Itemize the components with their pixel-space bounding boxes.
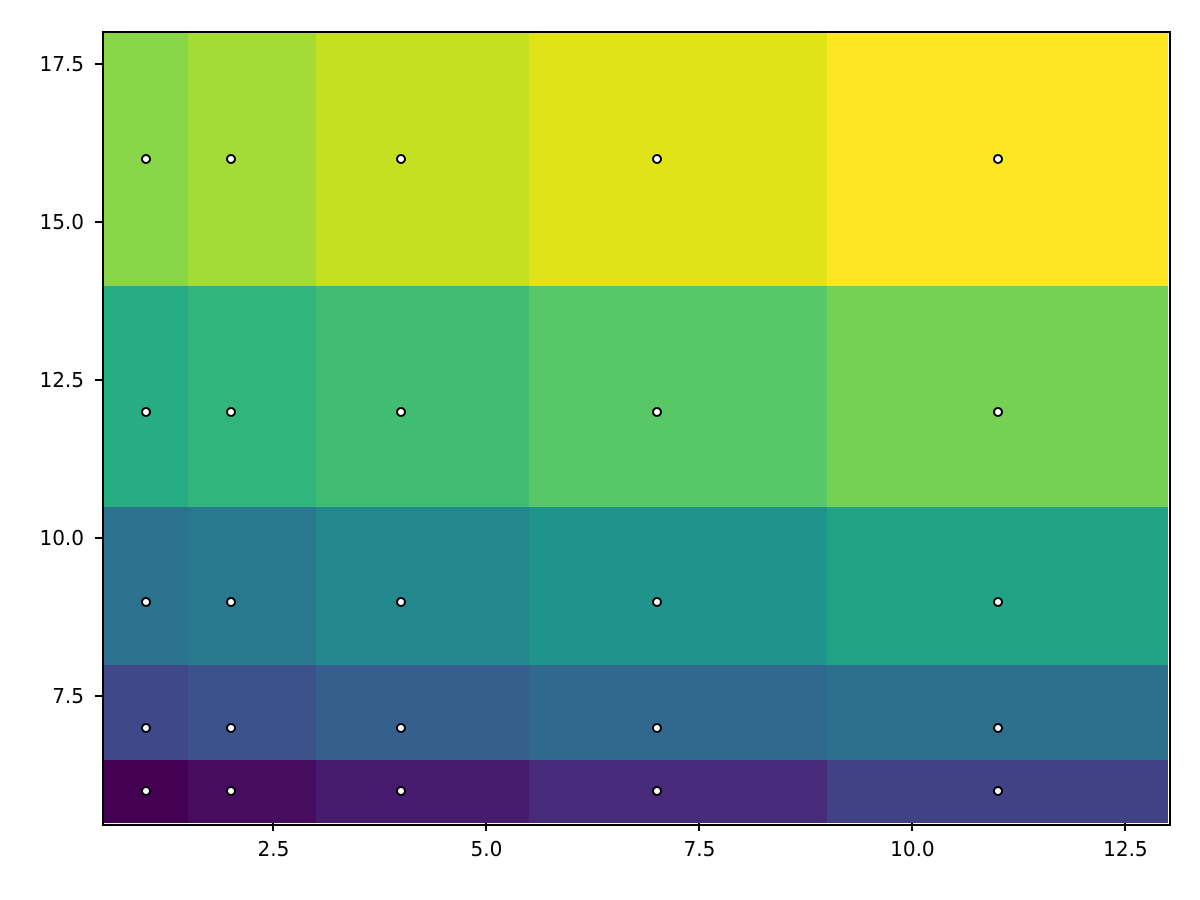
mesh-point-marker-x2-y6 bbox=[225, 786, 236, 797]
mesh-point-marker-x11-y7 bbox=[992, 723, 1003, 734]
x-tick-5.0 bbox=[485, 823, 488, 831]
heatmap-cell-x2-y6 bbox=[187, 759, 317, 824]
mesh-point-marker-x4-y7 bbox=[396, 723, 407, 734]
y-tick-label-7.5: 7.5 bbox=[52, 684, 84, 709]
heatmap-cell-x7-y6 bbox=[528, 759, 828, 824]
mesh-point-marker-x11-y6 bbox=[992, 786, 1003, 797]
mesh-point-marker-x2-y9 bbox=[225, 596, 236, 607]
y-tick-label-10.0: 10.0 bbox=[39, 526, 84, 551]
y-tick-label-15.0: 15.0 bbox=[39, 209, 84, 234]
mesh-point-marker-x1-y16 bbox=[140, 153, 151, 164]
y-tick-15.0 bbox=[95, 220, 103, 223]
mesh-point-marker-x2-y7 bbox=[225, 723, 236, 734]
y-tick-label-12.5: 12.5 bbox=[39, 368, 84, 393]
mesh-point-marker-x1-y7 bbox=[140, 723, 151, 734]
mesh-point-marker-x7-y12 bbox=[651, 406, 662, 417]
heatmap-cell-x1-y9 bbox=[102, 506, 189, 666]
mesh-point-marker-x4-y12 bbox=[396, 406, 407, 417]
mesh-point-marker-x1-y6 bbox=[140, 786, 151, 797]
x-tick-12.5 bbox=[1124, 823, 1127, 831]
mesh-point-marker-x2-y12 bbox=[225, 406, 236, 417]
heatmap-cell-x11-y7 bbox=[826, 664, 1169, 761]
mesh-point-marker-x1-y12 bbox=[140, 406, 151, 417]
mesh-point-marker-x7-y9 bbox=[651, 596, 662, 607]
mesh-point-marker-x4-y6 bbox=[396, 786, 407, 797]
mesh-point-marker-x11-y9 bbox=[992, 596, 1003, 607]
heatmap-cell-x2-y16 bbox=[187, 31, 317, 286]
heatmap-cell-x7-y16 bbox=[528, 31, 828, 286]
x-tick-10.0 bbox=[911, 823, 914, 831]
x-tick-7.5 bbox=[698, 823, 701, 831]
heatmap-cell-x2-y9 bbox=[187, 506, 317, 666]
mesh-point-marker-x1-y9 bbox=[140, 596, 151, 607]
heatmap-cell-x4-y9 bbox=[315, 506, 530, 666]
mesh-point-marker-x4-y9 bbox=[396, 596, 407, 607]
x-tick-label-10.0: 10.0 bbox=[890, 837, 935, 861]
x-tick-2.5 bbox=[272, 823, 275, 831]
heatmap-cell-x4-y6 bbox=[315, 759, 530, 824]
mesh-point-marker-x7-y6 bbox=[651, 786, 662, 797]
y-tick-17.5 bbox=[95, 62, 103, 65]
heatmap-cell-x7-y7 bbox=[528, 664, 828, 761]
mesh-point-marker-x11-y16 bbox=[992, 153, 1003, 164]
heatmap-cell-x4-y12 bbox=[315, 284, 530, 508]
plot-area: 2.5 5.0 7.5 10.0 12.5 7.5 10.0 12.5 15.0 17.5 bbox=[39, 31, 1171, 861]
heatmap-cell-x4-y16 bbox=[315, 31, 530, 286]
x-tick-label-7.5: 7.5 bbox=[683, 837, 716, 861]
heatmap-cell-x2-y12 bbox=[187, 284, 317, 508]
heatmap-cell-x1-y12 bbox=[102, 284, 189, 508]
heatmap-cell-x7-y12 bbox=[528, 284, 828, 508]
mesh-point-marker-x7-y16 bbox=[651, 153, 662, 164]
y-tick-10.0 bbox=[95, 537, 103, 540]
x-tick-label-5.0: 5.0 bbox=[470, 837, 503, 861]
heatmap-cell-x11-y9 bbox=[826, 506, 1169, 666]
heatmap-cell-x7-y9 bbox=[528, 506, 828, 666]
heatmap-cell-x11-y12 bbox=[826, 284, 1169, 508]
heatmap-cell-x2-y7 bbox=[187, 664, 317, 761]
heatmap-cell-x1-y7 bbox=[102, 664, 189, 761]
mesh-point-marker-x2-y16 bbox=[225, 153, 236, 164]
mesh-point-marker-x4-y16 bbox=[396, 153, 407, 164]
mesh-point-marker-x11-y12 bbox=[992, 406, 1003, 417]
x-tick-label-12.5: 12.5 bbox=[1103, 837, 1148, 861]
heatmap-cell-x4-y7 bbox=[315, 664, 530, 761]
y-tick-7.5 bbox=[95, 695, 103, 698]
y-tick-label-17.5: 17.5 bbox=[39, 51, 84, 76]
x-tick-label-2.5: 2.5 bbox=[257, 837, 290, 861]
mesh-point-marker-x7-y7 bbox=[651, 723, 662, 734]
y-tick-12.5 bbox=[95, 379, 103, 382]
